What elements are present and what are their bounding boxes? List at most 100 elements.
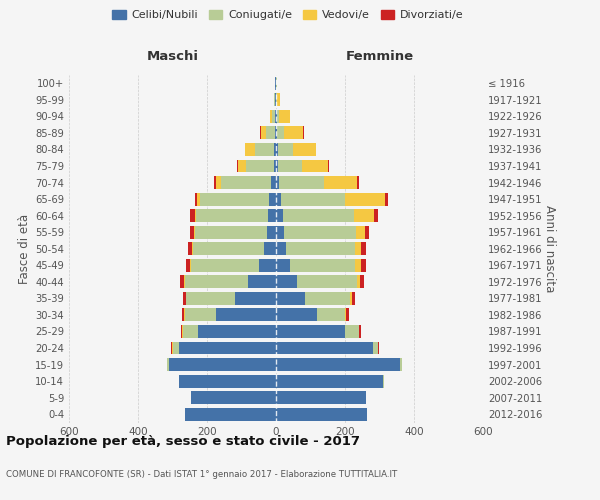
Bar	[277, 94, 280, 106]
Bar	[373, 342, 378, 354]
Bar	[296, 276, 357, 288]
Bar	[276, 325, 345, 338]
Bar	[281, 192, 345, 205]
Bar	[192, 242, 193, 255]
Bar	[215, 176, 221, 189]
Bar	[350, 292, 352, 305]
Bar	[181, 325, 182, 338]
Bar	[275, 94, 276, 106]
Bar	[271, 110, 272, 123]
Bar	[277, 110, 280, 123]
Legend: Celibi/Nubili, Coniugati/e, Vedovi/e, Divorziati/e: Celibi/Nubili, Coniugati/e, Vedovi/e, Di…	[108, 6, 468, 25]
Bar	[276, 242, 286, 255]
Bar	[293, 143, 316, 156]
Bar	[193, 242, 264, 255]
Bar	[196, 209, 268, 222]
Bar	[272, 110, 275, 123]
Bar	[214, 176, 215, 189]
Bar	[278, 160, 302, 172]
Bar	[284, 126, 303, 140]
Bar	[247, 160, 274, 172]
Bar	[303, 126, 304, 140]
Bar	[200, 192, 269, 205]
Bar	[325, 176, 357, 189]
Bar	[261, 126, 266, 140]
Bar	[357, 276, 360, 288]
Bar	[400, 358, 402, 371]
Bar	[185, 276, 248, 288]
Bar	[171, 342, 172, 354]
Bar	[238, 160, 247, 172]
Bar	[195, 226, 268, 238]
Bar	[188, 242, 192, 255]
Bar	[276, 308, 317, 322]
Bar	[365, 226, 369, 238]
Bar	[276, 143, 278, 156]
Bar	[197, 192, 200, 205]
Bar	[276, 342, 373, 354]
Bar	[194, 192, 197, 205]
Text: COMUNE DI FRANCOFONTE (SR) - Dati ISTAT 1° gennaio 2017 - Elaborazione TUTTITALI: COMUNE DI FRANCOFONTE (SR) - Dati ISTAT …	[6, 470, 397, 479]
Bar	[276, 358, 400, 371]
Bar	[275, 77, 276, 90]
Text: Femmine: Femmine	[346, 50, 413, 62]
Bar	[182, 308, 184, 322]
Bar	[284, 226, 356, 238]
Bar	[276, 209, 283, 222]
Bar	[276, 192, 281, 205]
Bar	[277, 126, 284, 140]
Bar	[183, 292, 185, 305]
Bar	[280, 110, 290, 123]
Bar	[183, 325, 199, 338]
Bar	[361, 259, 366, 272]
Bar	[356, 226, 365, 238]
Bar	[345, 308, 346, 322]
Bar	[290, 259, 355, 272]
Bar	[191, 391, 276, 404]
Bar	[190, 259, 191, 272]
Bar	[355, 259, 361, 272]
Bar	[276, 276, 296, 288]
Bar	[215, 308, 276, 322]
Bar	[385, 192, 388, 205]
Bar	[275, 110, 276, 123]
Bar	[187, 292, 235, 305]
Bar	[185, 408, 276, 420]
Bar	[276, 374, 383, 388]
Bar	[276, 126, 277, 140]
Bar	[276, 408, 367, 420]
Bar	[179, 374, 276, 388]
Bar	[266, 126, 275, 140]
Bar	[274, 94, 275, 106]
Bar	[302, 160, 328, 172]
Bar	[278, 143, 293, 156]
Bar	[360, 276, 364, 288]
Bar	[190, 226, 194, 238]
Bar	[194, 209, 196, 222]
Bar	[283, 209, 353, 222]
Bar	[276, 391, 366, 404]
Bar	[167, 358, 169, 371]
Bar	[259, 259, 276, 272]
Bar	[173, 342, 179, 354]
Bar	[199, 325, 276, 338]
Y-axis label: Anni di nascita: Anni di nascita	[544, 205, 556, 292]
Bar	[184, 276, 185, 288]
Bar	[185, 292, 187, 305]
Bar	[280, 176, 324, 189]
Bar	[353, 209, 374, 222]
Bar	[357, 176, 359, 189]
Bar	[190, 209, 194, 222]
Bar	[276, 176, 280, 189]
Bar	[275, 126, 276, 140]
Bar	[317, 308, 345, 322]
Bar	[245, 143, 256, 156]
Bar	[286, 242, 355, 255]
Bar	[345, 325, 359, 338]
Bar	[374, 209, 379, 222]
Bar	[248, 276, 276, 288]
Bar	[305, 292, 350, 305]
Bar	[169, 358, 276, 371]
Bar	[359, 325, 361, 338]
Bar	[276, 160, 278, 172]
